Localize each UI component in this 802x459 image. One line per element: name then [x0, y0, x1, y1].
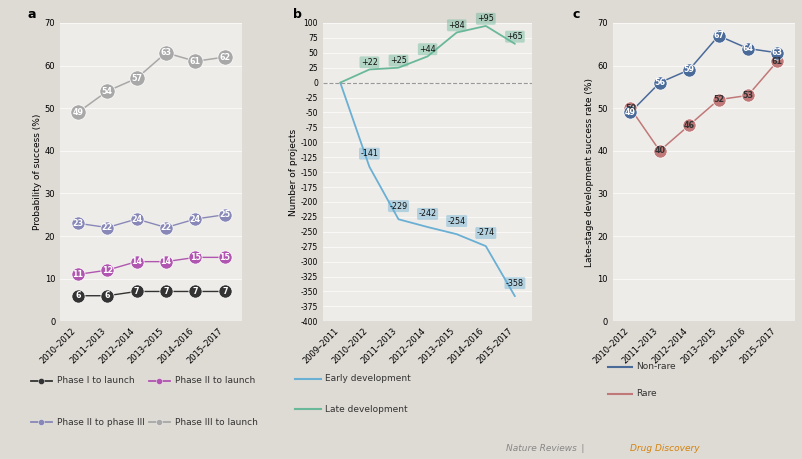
Text: +25: +25	[390, 56, 407, 65]
Text: 40: 40	[654, 146, 664, 155]
Text: Nature Reviews |: Nature Reviews |	[505, 444, 588, 453]
Text: +22: +22	[360, 58, 378, 67]
Text: -229: -229	[389, 202, 407, 211]
Text: 22: 22	[160, 223, 172, 232]
Text: 67: 67	[712, 31, 723, 40]
Text: 61: 61	[771, 57, 782, 66]
Text: 57: 57	[131, 74, 142, 83]
Text: 54: 54	[102, 87, 112, 95]
Text: 7: 7	[134, 287, 140, 296]
Text: 53: 53	[742, 91, 752, 100]
Text: 49: 49	[72, 108, 83, 117]
Text: 49: 49	[624, 108, 635, 117]
Y-axis label: Number of projects: Number of projects	[289, 129, 298, 216]
Text: 11: 11	[72, 270, 83, 279]
Text: 50: 50	[624, 104, 635, 113]
Text: 7: 7	[192, 287, 198, 296]
Text: a: a	[27, 8, 36, 21]
Text: 12: 12	[102, 266, 112, 274]
Text: Phase I to launch: Phase I to launch	[57, 376, 135, 386]
Text: 14: 14	[160, 257, 172, 266]
Text: -254: -254	[447, 217, 465, 225]
Text: -242: -242	[418, 209, 436, 218]
Text: c: c	[572, 8, 579, 21]
Text: 25: 25	[219, 210, 230, 219]
Text: 63: 63	[160, 48, 172, 57]
Text: 15: 15	[219, 253, 230, 262]
Text: 52: 52	[712, 95, 723, 104]
Text: 23: 23	[72, 219, 83, 228]
Text: Phase II to phase III: Phase II to phase III	[57, 418, 144, 427]
Text: Phase II to launch: Phase II to launch	[175, 376, 255, 386]
Text: -358: -358	[505, 279, 523, 288]
Text: +84: +84	[448, 21, 464, 30]
Text: 15: 15	[190, 253, 200, 262]
Y-axis label: Late-stage development success rate (%): Late-stage development success rate (%)	[585, 78, 593, 267]
Text: Rare: Rare	[636, 389, 656, 398]
Text: 6: 6	[75, 291, 80, 300]
Text: 24: 24	[189, 214, 200, 224]
Text: 7: 7	[163, 287, 168, 296]
Text: Early development: Early development	[325, 374, 411, 383]
Text: 62: 62	[219, 52, 230, 62]
Text: -274: -274	[476, 229, 494, 237]
Text: 24: 24	[131, 214, 142, 224]
Text: 46: 46	[683, 121, 694, 130]
Text: -141: -141	[360, 149, 378, 158]
Text: +65: +65	[506, 32, 523, 41]
Text: 63: 63	[771, 48, 782, 57]
Text: 14: 14	[131, 257, 142, 266]
Text: 64: 64	[742, 44, 752, 53]
Text: 6: 6	[104, 291, 110, 300]
Text: 61: 61	[190, 57, 200, 66]
Text: 22: 22	[102, 223, 113, 232]
Text: Late development: Late development	[325, 405, 407, 414]
Text: 56: 56	[654, 78, 664, 87]
Y-axis label: Probability of success (%): Probability of success (%)	[33, 114, 42, 230]
Text: b: b	[293, 8, 302, 21]
Text: +44: +44	[419, 45, 435, 54]
Text: 59: 59	[683, 65, 694, 74]
Text: Phase III to launch: Phase III to launch	[175, 418, 257, 427]
Text: 7: 7	[222, 287, 227, 296]
Text: Non-rare: Non-rare	[636, 362, 675, 371]
Text: +95: +95	[476, 14, 494, 23]
Text: Drug Discovery: Drug Discovery	[630, 444, 699, 453]
